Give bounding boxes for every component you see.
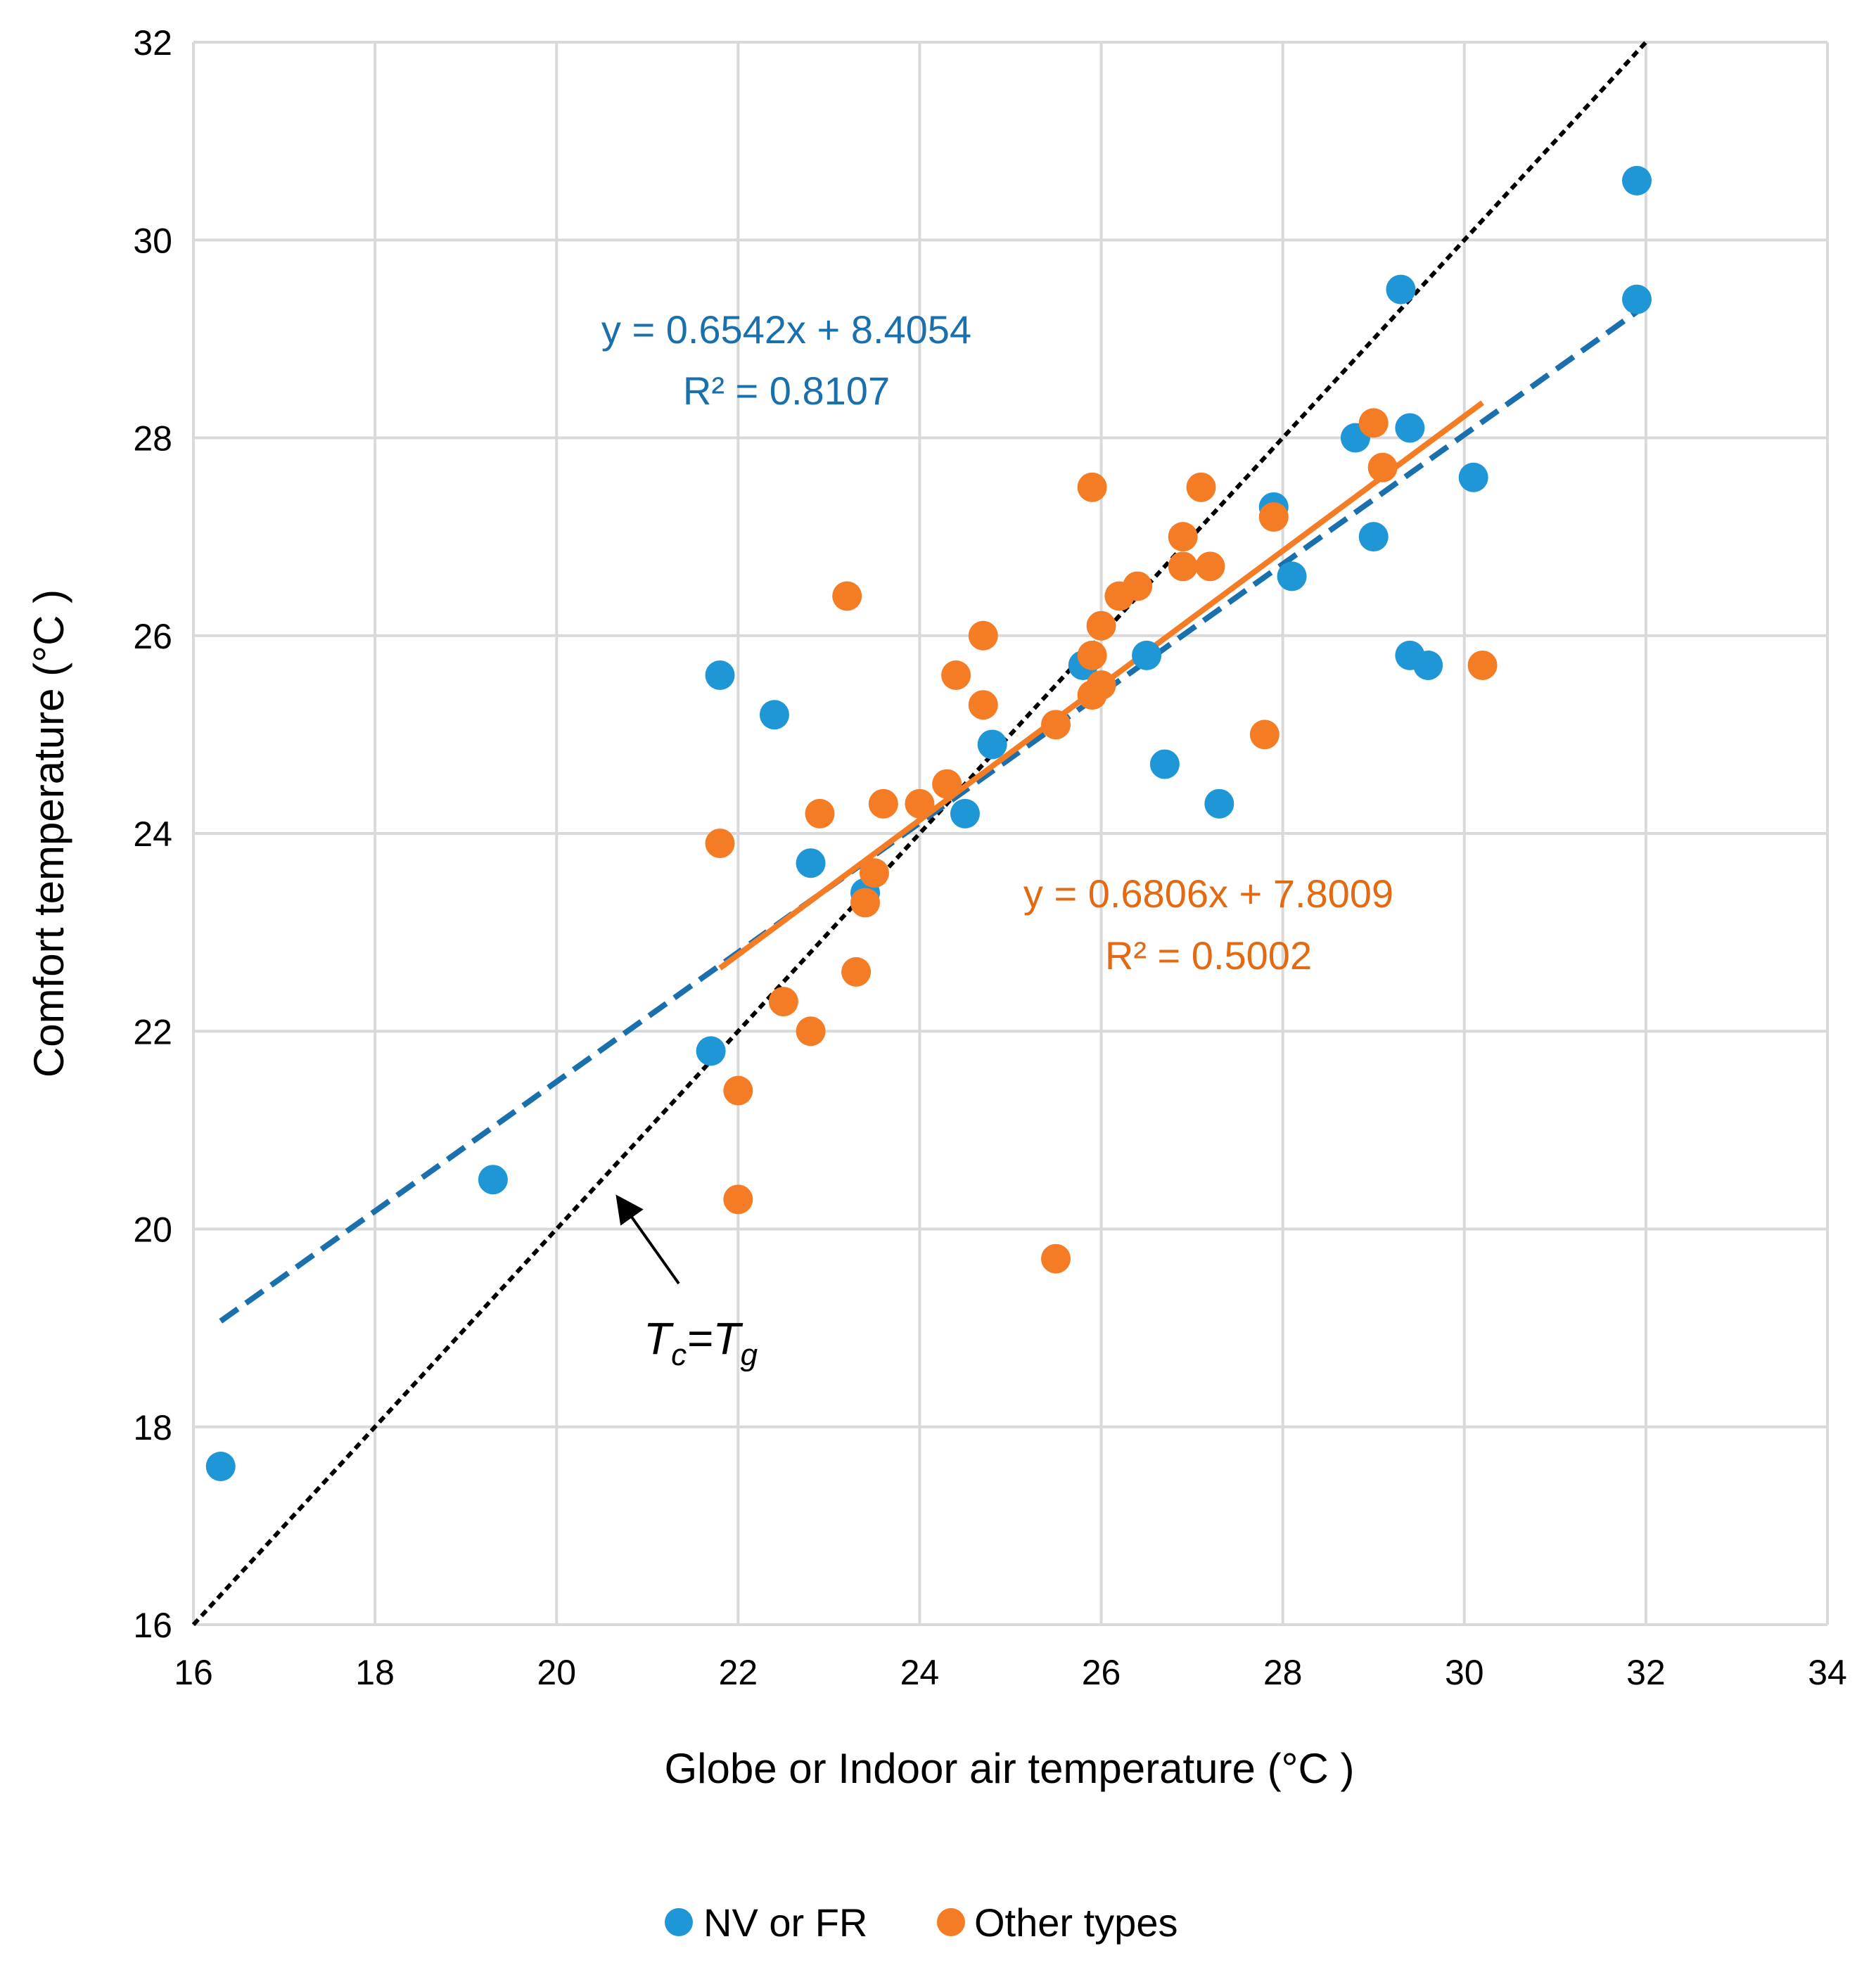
data-point-other — [941, 660, 971, 690]
x-tick-label: 32 — [1626, 1653, 1666, 1692]
y-tick-label: 20 — [133, 1210, 172, 1250]
x-tick-label: 26 — [1082, 1653, 1121, 1692]
data-point-nv-fr — [705, 660, 735, 690]
data-point-nv-fr — [1621, 284, 1652, 314]
data-point-other — [905, 788, 935, 819]
gridlines — [192, 41, 1829, 1626]
x-tick-label: 22 — [719, 1653, 758, 1692]
x-tick-label: 16 — [174, 1653, 213, 1692]
y-tick-label: 24 — [133, 814, 172, 854]
data-point-nv-fr — [478, 1165, 508, 1195]
x-tick-label: 18 — [355, 1653, 395, 1692]
trendlines — [219, 309, 1639, 1324]
blue-trend-r-squared: R² = 0.8107 — [683, 369, 890, 413]
x-axis-title: Globe or Indoor air temperature (°C ) — [664, 1745, 1354, 1792]
data-point-other — [723, 1075, 753, 1106]
x-tick-label: 24 — [900, 1653, 940, 1692]
data-point-other — [1358, 408, 1389, 438]
data-point-other — [705, 829, 735, 859]
data-point-other — [1168, 522, 1198, 552]
identity-label: Tc=Tg — [644, 1313, 758, 1372]
legend: NV or FR Other types — [665, 1900, 1178, 1945]
x-tick-label: 34 — [1808, 1653, 1847, 1692]
data-point-nv-fr — [1132, 640, 1162, 670]
data-point-other — [1077, 640, 1107, 670]
data-point-nv-fr — [1386, 274, 1416, 305]
data-point-nv-fr — [796, 848, 826, 878]
orange-trend-equation: y = 0.6806x + 7.8009 — [1023, 871, 1393, 916]
x-tick-label: 30 — [1445, 1653, 1484, 1692]
data-points — [205, 165, 1652, 1481]
data-point-nv-fr — [205, 1452, 236, 1481]
y-tick-label: 28 — [133, 419, 172, 459]
legend-label-other: Other types — [974, 1900, 1178, 1945]
data-point-other — [1195, 551, 1225, 582]
data-point-other — [832, 581, 862, 611]
data-point-other — [1249, 719, 1280, 750]
y-tick-label: 18 — [133, 1408, 172, 1447]
data-point-other — [768, 987, 798, 1017]
axes: 16 18 20 22 24 26 28 30 32 34 16 18 20 22 24 26 28 30 32 — [133, 23, 1846, 1692]
data-point-other — [1077, 472, 1107, 502]
y-tick-label: 26 — [133, 617, 172, 656]
data-point-other — [1467, 650, 1498, 680]
data-point-other — [805, 798, 835, 829]
identity-arrow — [615, 1194, 680, 1285]
data-point-nv-fr — [1413, 650, 1443, 680]
data-point-nv-fr — [1149, 749, 1180, 779]
data-point-other — [1186, 472, 1216, 502]
data-point-other — [1086, 670, 1116, 701]
data-point-nv-fr — [1358, 522, 1389, 552]
y-tick-label: 22 — [133, 1012, 172, 1051]
data-point-other — [968, 690, 998, 720]
y-tick-label: 30 — [133, 221, 172, 260]
legend-marker-nv-fr — [665, 1908, 693, 1936]
data-point-nv-fr — [1204, 788, 1234, 819]
data-point-nv-fr — [977, 729, 1007, 760]
data-point-nv-fr — [1458, 462, 1488, 492]
legend-label-nv-fr: NV or FR — [703, 1900, 867, 1945]
data-point-nv-fr — [1277, 561, 1307, 591]
data-point-other — [1258, 502, 1289, 532]
orange-trend-r-squared: R² = 0.5002 — [1105, 933, 1312, 978]
y-tick-label: 16 — [133, 1606, 172, 1645]
data-point-other — [859, 858, 889, 888]
y-tick-label: 32 — [133, 23, 172, 63]
data-point-other — [1168, 551, 1198, 582]
data-point-other — [932, 769, 962, 799]
blue-trend-equation: y = 0.6542x + 8.4054 — [601, 307, 971, 352]
data-point-nv-fr — [950, 798, 980, 829]
data-point-nv-fr — [1395, 413, 1425, 443]
x-tick-label: 20 — [537, 1653, 576, 1692]
data-point-other — [850, 888, 881, 918]
data-point-other — [868, 788, 898, 819]
data-point-other — [1041, 1243, 1071, 1274]
x-tick-label: 28 — [1263, 1653, 1303, 1692]
data-point-nv-fr — [1621, 165, 1652, 196]
data-point-nv-fr — [696, 1036, 726, 1066]
data-point-other — [1123, 571, 1153, 601]
data-point-nv-fr — [759, 700, 789, 730]
data-point-other — [1367, 452, 1398, 482]
data-point-other — [1041, 710, 1071, 740]
legend-marker-other — [937, 1908, 965, 1936]
y-axis-title: Comfort temperature (°C ) — [25, 589, 72, 1077]
data-point-other — [968, 620, 998, 651]
data-point-other — [1086, 610, 1116, 641]
data-point-other — [723, 1184, 753, 1215]
data-point-other — [841, 957, 872, 987]
data-point-other — [796, 1016, 826, 1047]
